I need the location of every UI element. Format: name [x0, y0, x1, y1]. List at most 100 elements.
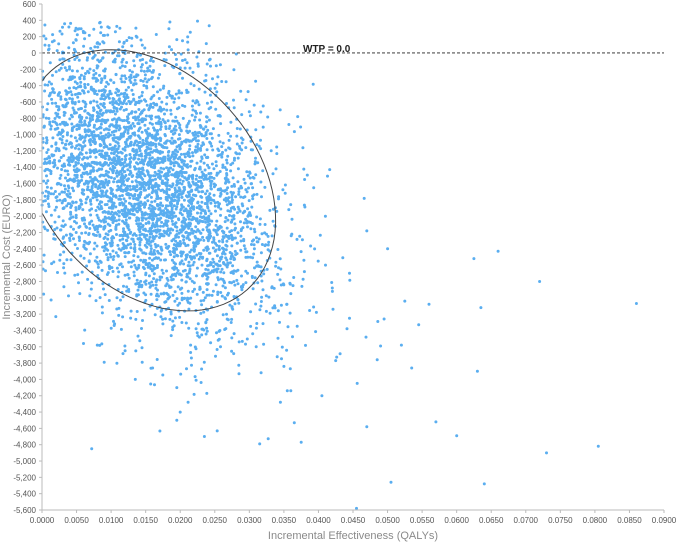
data-point — [124, 186, 128, 190]
data-point — [254, 173, 258, 177]
data-point — [254, 156, 257, 160]
data-point — [94, 185, 98, 189]
data-point — [92, 109, 96, 112]
data-point — [168, 94, 172, 97]
data-point — [50, 262, 54, 266]
data-point — [63, 97, 67, 101]
data-point — [72, 189, 75, 193]
data-point — [135, 175, 139, 179]
data-point — [94, 209, 98, 212]
data-point — [103, 203, 107, 207]
data-point — [42, 253, 46, 257]
data-point — [102, 128, 106, 132]
data-point — [156, 172, 160, 176]
data-point — [277, 195, 281, 199]
data-point — [196, 134, 200, 138]
data-point — [201, 256, 204, 260]
data-point — [139, 38, 143, 42]
data-point — [68, 217, 72, 221]
data-point — [100, 200, 104, 204]
data-point — [338, 352, 342, 356]
data-point — [70, 204, 73, 208]
data-point — [475, 369, 479, 373]
data-point — [139, 201, 143, 205]
data-point — [44, 181, 48, 185]
data-point — [121, 242, 125, 245]
data-point — [47, 205, 51, 208]
data-point — [159, 143, 163, 147]
data-point — [78, 77, 82, 81]
data-point — [210, 136, 214, 140]
data-point — [123, 344, 127, 348]
data-point — [77, 204, 81, 208]
data-point — [91, 196, 95, 200]
data-point — [167, 194, 171, 197]
data-point — [101, 56, 105, 60]
data-point — [165, 181, 169, 185]
data-point — [181, 39, 184, 43]
data-point — [253, 276, 257, 280]
data-point — [170, 48, 173, 52]
data-point — [230, 244, 234, 248]
data-point — [91, 169, 95, 173]
data-point — [251, 194, 255, 198]
data-point — [194, 347, 198, 351]
data-point — [210, 179, 214, 183]
data-point — [98, 149, 101, 153]
data-point — [103, 89, 107, 93]
data-point — [209, 187, 213, 191]
data-point — [300, 238, 304, 242]
data-point — [210, 219, 214, 223]
data-point — [51, 73, 54, 77]
data-point — [103, 157, 107, 161]
data-point — [135, 267, 139, 271]
data-point — [149, 195, 153, 199]
data-point — [57, 131, 61, 134]
data-point — [224, 181, 227, 185]
data-point — [266, 248, 270, 252]
data-point — [136, 293, 140, 297]
data-point — [110, 244, 114, 248]
data-point — [139, 258, 143, 262]
data-point — [134, 167, 138, 171]
data-point — [348, 316, 351, 320]
data-point — [88, 240, 92, 244]
data-point — [172, 164, 176, 168]
data-point — [259, 138, 262, 142]
data-point — [93, 259, 97, 263]
data-point — [180, 174, 184, 178]
data-point — [75, 127, 79, 131]
data-point — [85, 133, 88, 137]
data-point — [279, 267, 283, 271]
data-point — [84, 201, 88, 205]
data-point — [134, 118, 138, 122]
data-point — [109, 326, 113, 330]
data-point — [70, 93, 74, 97]
data-point — [167, 45, 171, 49]
data-point — [180, 204, 184, 208]
data-point — [230, 193, 234, 197]
data-point — [128, 231, 132, 235]
data-point — [166, 119, 170, 123]
data-point — [194, 378, 198, 382]
data-point — [124, 108, 128, 111]
data-point — [112, 109, 116, 113]
data-point — [77, 58, 81, 62]
data-point — [232, 158, 236, 162]
data-point — [300, 284, 304, 288]
data-point — [74, 200, 78, 204]
data-point — [236, 167, 240, 171]
data-point — [154, 245, 158, 249]
data-point — [201, 290, 205, 294]
data-point — [230, 238, 234, 242]
data-point — [190, 248, 193, 252]
data-point — [186, 35, 190, 39]
data-point — [68, 195, 72, 199]
data-point — [159, 175, 163, 179]
data-point — [110, 241, 114, 245]
data-point — [132, 153, 136, 157]
data-point — [43, 89, 47, 93]
data-point — [261, 322, 265, 326]
data-point — [96, 205, 100, 209]
data-point — [180, 220, 184, 224]
